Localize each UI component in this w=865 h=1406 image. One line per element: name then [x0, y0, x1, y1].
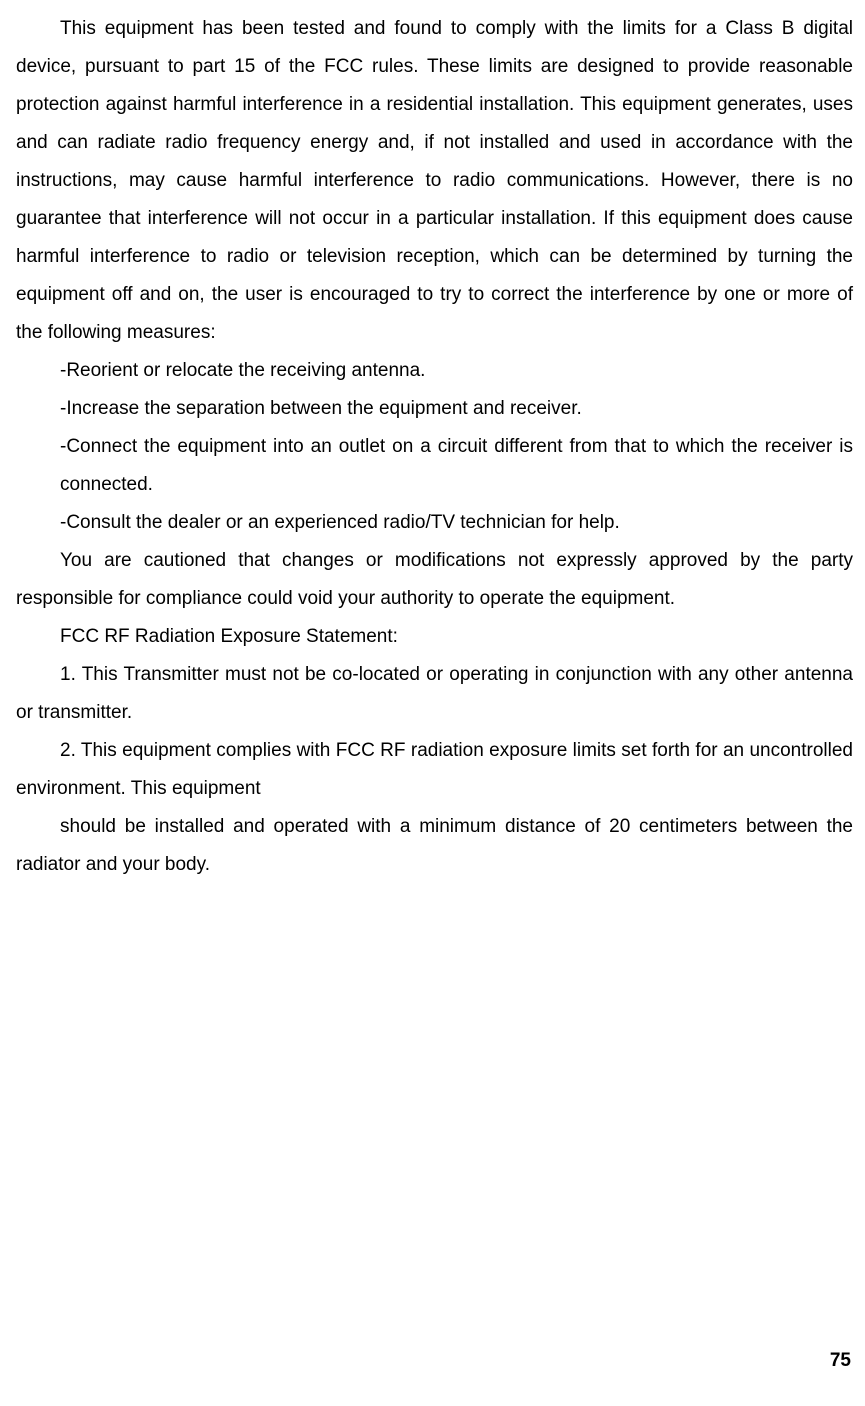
paragraph-fcc-heading: FCC RF Radiation Exposure Statement:: [16, 618, 853, 656]
paragraph-distance: should be installed and operated with a …: [16, 808, 853, 884]
page-number: 75: [830, 1350, 851, 1372]
paragraph-caution: You are cautioned that changes or modifi…: [16, 542, 853, 618]
bullet-item-3: -Connect the equipment into an outlet on…: [16, 428, 853, 504]
document-content: This equipment has been tested and found…: [16, 10, 853, 884]
bullet-item-4: -Consult the dealer or an experienced ra…: [16, 504, 853, 542]
bullet-item-2: -Increase the separation between the equ…: [16, 390, 853, 428]
bullet-item-1: -Reorient or relocate the receiving ante…: [16, 352, 853, 390]
paragraph-compliance: 2. This equipment complies with FCC RF r…: [16, 732, 853, 808]
paragraph-transmitter: 1. This Transmitter must not be co-locat…: [16, 656, 853, 732]
paragraph-intro: This equipment has been tested and found…: [16, 10, 853, 352]
